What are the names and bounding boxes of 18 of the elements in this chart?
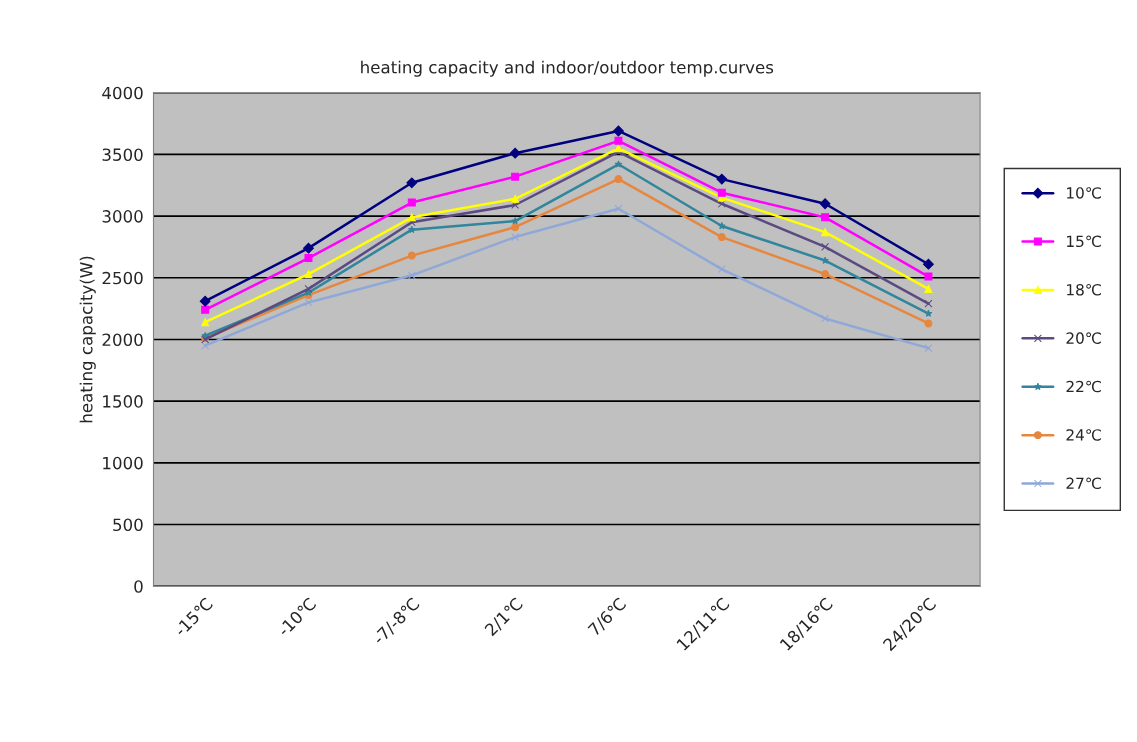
y-axis-title: heating capacity(W) <box>79 256 96 423</box>
y-tick-label: 2000 <box>102 333 143 347</box>
legend-label: 20℃ <box>1066 332 1101 344</box>
chart-title: heating capacity and indoor/outdoor temp.curves <box>361 60 774 77</box>
y-tick-label: 3000 <box>102 210 143 223</box>
legend-label: 15℃ <box>1067 235 1101 248</box>
y-tick-label: 0 <box>134 580 143 593</box>
legend-label: 18℃ <box>1067 283 1101 296</box>
y-tick-label: 4000 <box>102 86 143 100</box>
y-tick-label: 1000 <box>103 456 143 470</box>
y-tick-label: 1500 <box>103 395 143 408</box>
y-tick-label: 2500 <box>102 271 143 285</box>
legend-label: 24℃ <box>1066 429 1101 441</box>
legend-label: 10℃ <box>1067 187 1101 199</box>
legend-label: 27℃ <box>1066 477 1101 490</box>
y-tick-label: 500 <box>113 518 143 532</box>
y-tick-label: 3500 <box>102 148 143 161</box>
legend-label: 22℃ <box>1066 380 1101 393</box>
